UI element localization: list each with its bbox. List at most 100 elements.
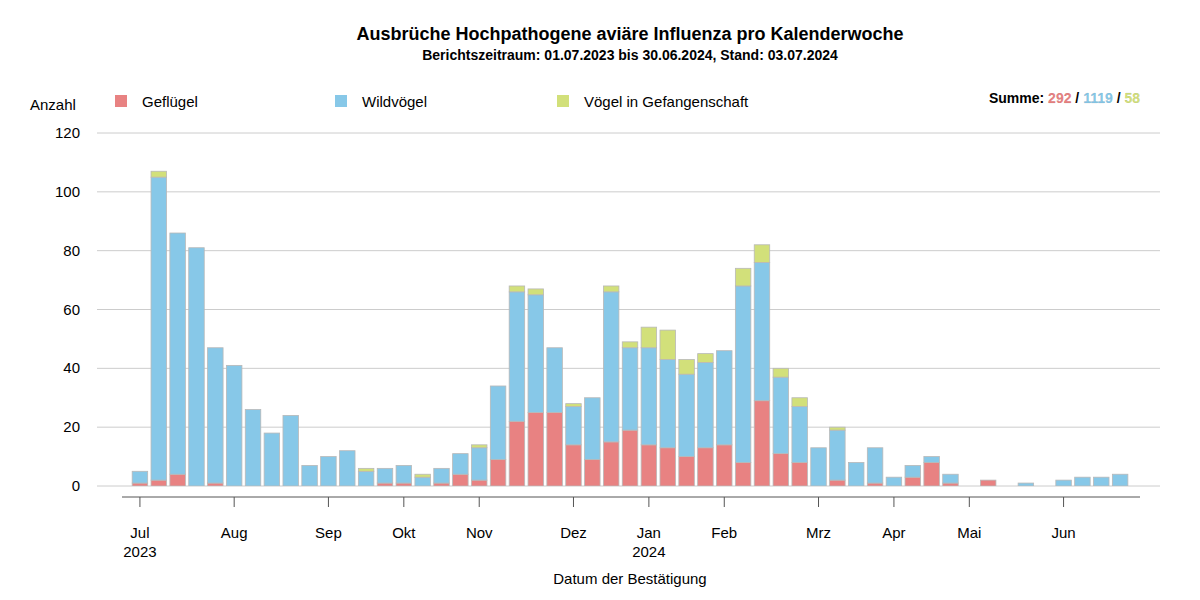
bar-segment <box>980 480 996 481</box>
bar-segment <box>434 483 450 486</box>
bar-segment <box>1094 477 1110 486</box>
y-tick-label: 40 <box>63 359 80 376</box>
totals: Summe: 292 / 1119 / 58 <box>989 90 1140 106</box>
total-value: 292 <box>1048 90 1072 106</box>
bar-segment <box>509 421 525 486</box>
bar-segment <box>754 245 770 263</box>
bar-segment <box>434 468 450 483</box>
bar-segment <box>811 447 827 448</box>
y-tick-label: 100 <box>55 183 80 200</box>
background <box>0 0 1200 600</box>
bar-segment <box>622 430 638 486</box>
bar-segment <box>698 362 714 447</box>
totals-separator: / <box>1113 90 1125 106</box>
bar-segment <box>283 415 299 486</box>
bar-segment <box>208 483 224 486</box>
y-tick-label: 0 <box>72 477 80 494</box>
bar-segment <box>1018 483 1034 484</box>
x-tick <box>403 497 404 507</box>
bar-segment <box>1056 480 1072 486</box>
x-tick <box>648 497 649 507</box>
bar-segment <box>1112 474 1128 486</box>
bar-segment <box>660 330 676 359</box>
bar-segment <box>886 477 902 486</box>
bar-segment <box>189 247 205 248</box>
legend-label: Wildvögel <box>362 93 427 110</box>
bar-segment <box>208 347 224 348</box>
total-value: 1119 <box>1083 90 1113 106</box>
bar-segment <box>1037 486 1053 487</box>
x-tick <box>328 497 329 507</box>
bar-segment <box>490 386 506 460</box>
x-tick-label: Dez <box>560 524 587 541</box>
y-tick-label: 120 <box>55 124 80 141</box>
bar-segment <box>924 462 940 486</box>
bar-segment <box>396 465 412 483</box>
bar-segment <box>340 450 356 451</box>
bar-segment <box>434 468 450 469</box>
bar-segment <box>490 460 506 486</box>
bar-segment <box>453 453 469 454</box>
bar-segment <box>660 360 676 448</box>
bar-segment <box>1018 483 1034 486</box>
bar-segment <box>264 433 280 434</box>
bar-segment <box>151 171 167 177</box>
totals-separator: / <box>1071 90 1083 106</box>
bar-segment <box>886 477 902 478</box>
bar-segment <box>226 365 242 366</box>
bar-segment <box>453 454 469 475</box>
bar-segment <box>622 348 638 430</box>
bar-segment <box>377 468 393 483</box>
bar-segment <box>189 248 205 486</box>
x-tick-label: Sep <box>315 524 342 541</box>
bar-segment <box>566 407 582 445</box>
bar-segment <box>735 286 751 463</box>
bar-segment <box>547 347 563 348</box>
legend-swatch <box>557 95 569 107</box>
bar-segment <box>754 262 770 400</box>
bar-segment <box>321 456 337 457</box>
bar-segment <box>547 412 563 486</box>
bar-segment <box>1075 477 1091 486</box>
bar-segment <box>999 486 1015 487</box>
bar-segment <box>132 471 148 472</box>
bar-segment <box>735 268 751 286</box>
bar-segment <box>962 486 978 487</box>
bar-segment <box>547 348 563 413</box>
x-tick-label: Mrz <box>806 524 831 541</box>
bar-segment <box>358 471 374 486</box>
bar-segment <box>773 368 789 377</box>
bar-segment <box>980 480 996 486</box>
bar-segment <box>340 451 356 486</box>
bar-segment <box>151 480 167 486</box>
bar-segment <box>603 442 619 486</box>
x-tick <box>893 497 894 507</box>
bar-segment <box>415 474 431 477</box>
grid-line <box>97 133 1160 134</box>
bar-segment <box>830 427 846 430</box>
bars <box>132 171 1128 486</box>
bar-segment <box>811 448 827 486</box>
bar-segment <box>830 480 846 486</box>
bar-segment <box>717 445 733 486</box>
legend: GeflügelWildvögelVögel in Gefangenschaft <box>115 93 749 110</box>
y-tick-label: 80 <box>63 242 80 259</box>
bar-segment <box>566 445 582 486</box>
bar-segment <box>660 448 676 486</box>
bar-segment <box>830 430 846 480</box>
bar-segment <box>377 483 393 486</box>
bar-segment <box>641 445 657 486</box>
bar-segment <box>905 465 921 466</box>
x-axis-line <box>122 497 1140 498</box>
bar-segment <box>396 483 412 486</box>
bar-segment <box>962 486 978 487</box>
bar-segment <box>1094 477 1110 478</box>
x-tick-label: Mai <box>957 524 981 541</box>
bar-segment <box>792 398 808 407</box>
x-tick-label: Jan2024 <box>632 524 665 560</box>
x-tick-label: Jul2023 <box>123 524 156 560</box>
bar-segment <box>471 445 487 448</box>
bar-segment <box>528 412 544 486</box>
bar-segment <box>1112 474 1128 475</box>
bar-segment <box>943 483 959 486</box>
